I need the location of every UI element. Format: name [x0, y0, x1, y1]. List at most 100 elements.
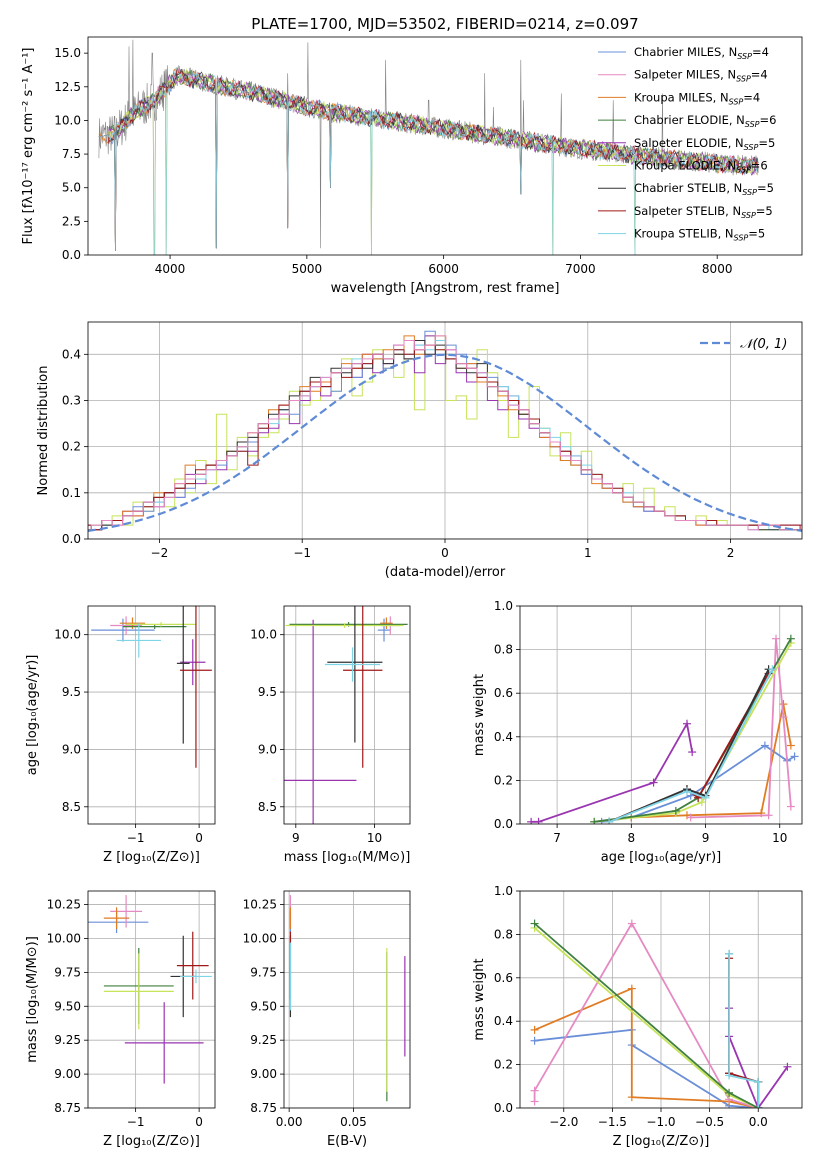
- x-tick-label: 0.00: [276, 1115, 303, 1129]
- weight-marker: [754, 1104, 763, 1108]
- weight-line-chabrier-miles: [601, 744, 796, 823]
- y-tick-label: 7.5: [62, 147, 81, 161]
- y-tick-label: 0.4: [62, 347, 81, 361]
- y-tick-label: 9.50: [54, 999, 81, 1013]
- plot-area: [88, 891, 215, 1108]
- x-tick-label: 1: [584, 546, 592, 560]
- y-tick-label: 0.0: [62, 248, 81, 262]
- y-tick-label: 10.00: [243, 931, 277, 945]
- y-tick-label: 10.0: [54, 628, 81, 642]
- y-tick-label: 9.50: [250, 999, 277, 1013]
- weight-marker: [627, 984, 636, 993]
- weight-marker: [671, 806, 680, 815]
- y-axis-label: mass weight: [472, 674, 487, 756]
- x-tick-label: 8000: [702, 262, 733, 276]
- x-tick-label: −2: [151, 546, 169, 560]
- weight-line-kroupa-elodie: [594, 642, 792, 823]
- y-tick-label: 0.2: [494, 1058, 513, 1072]
- y-tick-label: 0.0: [494, 817, 513, 831]
- error-bar-point: [380, 617, 393, 629]
- weight-marker: [783, 1062, 792, 1071]
- y-tick-label: 8.75: [250, 1101, 277, 1115]
- y-tick-label: 0.6: [494, 686, 513, 700]
- error-bar-point: [110, 895, 142, 928]
- y-tick-label: 9.5: [258, 685, 277, 699]
- axes-spectrum: 4000 5000 6000 7000 8000 0.0 2.5 5.0 7.5 10.0 12.5…: [21, 36, 803, 296]
- x-axis-label: age [log₁₀(age/yr)]: [601, 850, 722, 865]
- y-tick-label: 10.0: [54, 113, 81, 127]
- axes-mass_weight_vs_z: −2.0 −1.5 −1.0 −0.5 0.0 0.0 0.2 0.4 0.6 0.8 1.0 Z […: [472, 884, 803, 1149]
- axes-frame: [519, 605, 803, 825]
- y-tick-label: 9.0: [62, 742, 81, 756]
- legend-entry: Salpeter MILES, NSSP=4: [634, 68, 768, 84]
- weight-marker: [530, 1025, 539, 1034]
- x-tick-label: −1.5: [598, 1115, 627, 1129]
- plot-area: [88, 322, 802, 539]
- error-bar-point: [103, 953, 174, 1030]
- y-tick-label: 9.0: [258, 742, 277, 756]
- model-spectrum-salpeter-stelib: [98, 68, 759, 252]
- x-tick-label: 2: [727, 546, 735, 560]
- model-spectrum-chabrier-elodie: [98, 70, 759, 252]
- weight-marker: [627, 919, 636, 928]
- plot-area: [284, 606, 410, 824]
- weight-marker: [725, 1071, 734, 1080]
- y-axis-label: Flux [fλ10⁻¹⁷ erg cm⁻² s⁻¹ A⁻¹]: [21, 48, 36, 245]
- y-tick-label: 8.5: [258, 800, 277, 814]
- axes-mass_vs_z: −1 0 8.75 9.00 9.25 9.50 9.75 10.00 10.25 Z [log₁…: [25, 890, 216, 1149]
- page-title: PLATE=1700, MJD=53502, FIBERID=0214, z=0…: [251, 15, 638, 33]
- error-bar-point: [180, 639, 206, 686]
- normal-curve: [88, 353, 802, 532]
- y-tick-label: 0.4: [494, 1014, 513, 1028]
- y-tick-label: 0.4: [494, 730, 513, 744]
- weight-marker: [527, 817, 536, 824]
- axes-frame: [87, 321, 803, 540]
- y-tick-label: 5.0: [62, 181, 81, 195]
- axes-age_vs_z: −1 0 8.5 9.0 9.5 10.0 Z [log₁₀(Z/Z⊙)] age [log₁…: [25, 605, 216, 865]
- weight-marker: [682, 719, 691, 728]
- y-tick-label: 9.25: [54, 1033, 81, 1047]
- x-tick-label: −0.5: [695, 1115, 724, 1129]
- error-bar-point: [176, 606, 190, 744]
- weight-marker: [697, 798, 706, 807]
- spectrum-legend: Chabrier MILES, NSSP=4 Salpeter MILES, NS…: [598, 45, 776, 243]
- error-bar-point: [180, 606, 212, 768]
- weight-line-salpeter-stelib: [728, 958, 760, 1108]
- axes-frame: [87, 890, 216, 1109]
- x-axis-label: Z [log₁₀(Z/Z⊙)]: [103, 1134, 200, 1149]
- y-axis-label: mass weight: [472, 958, 487, 1040]
- legend-entry: Kroupa MILES, NSSP=4: [634, 90, 760, 106]
- x-tick-label: −1.0: [646, 1115, 675, 1129]
- weight-marker: [605, 817, 614, 824]
- model-spectrum-kroupa-stelib: [98, 66, 759, 255]
- error-bar-point: [126, 622, 196, 627]
- y-axis-label: mass [log₁₀(M/M⊙)]: [25, 936, 40, 1063]
- error-bar-point: [377, 618, 391, 642]
- y-tick-label: 9.5: [62, 685, 81, 699]
- error-bar-point: [124, 1002, 204, 1084]
- weight-line-kroupa-stelib: [728, 953, 760, 1108]
- plot-area: [88, 606, 215, 824]
- legend-entry: Chabrier STELIB, NSSP=5: [634, 181, 774, 197]
- y-tick-label: 10.0: [250, 628, 277, 642]
- weight-marker: [786, 741, 795, 750]
- weight-marker: [701, 793, 710, 802]
- x-tick-label: 10: [772, 831, 787, 845]
- y-tick-label: 2.5: [62, 214, 81, 228]
- histogram-salpeter-stelib: [88, 344, 802, 531]
- weight-line-kroupa-stelib: [608, 668, 774, 823]
- weight-line-kroupa-miles: [631, 703, 792, 819]
- histogram-salpeter-miles: [88, 335, 802, 531]
- axes-frame: [87, 36, 803, 256]
- weight-line-chabrier-stelib: [728, 953, 760, 1108]
- x-tick-label: 9: [292, 831, 300, 845]
- error-bar-point: [122, 624, 187, 629]
- weight-marker: [530, 1036, 539, 1045]
- weight-marker: [760, 741, 769, 750]
- error-bar-point: [103, 907, 130, 929]
- weight-marker: [682, 787, 691, 796]
- y-tick-label: 0.2: [62, 440, 81, 454]
- weight-marker: [772, 634, 781, 643]
- x-tick-label: 6000: [428, 262, 459, 276]
- x-tick-label: 0.0: [749, 1115, 768, 1129]
